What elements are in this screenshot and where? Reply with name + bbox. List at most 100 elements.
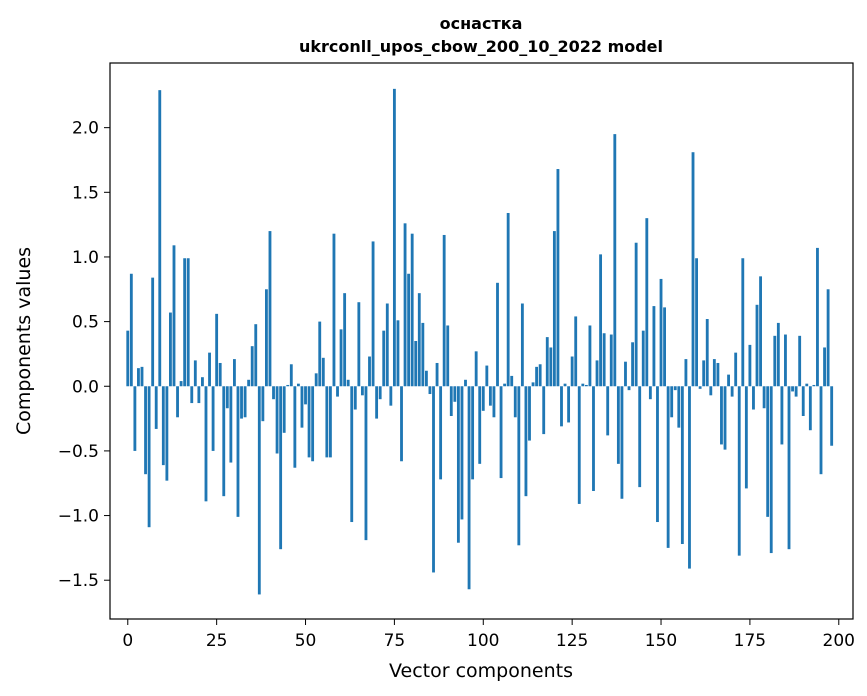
bar-34 [247, 379, 251, 387]
bar-4 [140, 366, 144, 387]
x-tick-label: 75 [384, 631, 406, 651]
x-tick-label: 175 [734, 631, 766, 651]
bar-84 [424, 370, 428, 387]
x-tick-label: 50 [295, 631, 317, 651]
bar-187 [791, 386, 794, 392]
bar-198 [830, 386, 834, 446]
bar-65 [357, 302, 361, 387]
bar-12 [169, 312, 172, 387]
x-axis-ticks: 0 25 50 75 100 125 150 175 200 [122, 619, 855, 651]
bar-119 [549, 347, 553, 387]
bar-93 [456, 386, 460, 543]
bar-41 [272, 386, 275, 400]
bar-129 [584, 384, 588, 387]
bar-122 [560, 386, 563, 427]
bar-42 [275, 386, 279, 454]
bar-13 [172, 245, 176, 387]
bar-92 [453, 386, 457, 402]
bar-144 [638, 386, 642, 488]
bar-75 [392, 88, 396, 387]
bar-45 [286, 384, 290, 387]
bar-91 [449, 386, 453, 416]
bar-175 [748, 344, 752, 387]
bar-155 [677, 386, 681, 428]
bar-106 [503, 383, 507, 387]
bar-125 [570, 356, 574, 387]
bar-130 [588, 325, 592, 387]
bar-39 [265, 289, 268, 387]
bar-62 [346, 379, 350, 387]
bar-123 [563, 383, 567, 387]
y-tick-label: −1.5 [58, 571, 99, 591]
bar-14 [176, 386, 179, 418]
bar-133 [599, 254, 603, 387]
bar-150 [659, 278, 663, 387]
bar-43 [279, 386, 283, 550]
bar-0 [126, 330, 130, 387]
bar-6 [147, 386, 151, 528]
bar-170 [730, 386, 734, 397]
bar-151 [663, 307, 666, 387]
bar-29 [229, 386, 233, 463]
y-tick-label: 1.0 [72, 248, 99, 268]
plot-frame [109, 62, 854, 620]
bar-176 [752, 386, 755, 410]
bar-27 [222, 386, 226, 497]
bar-108 [510, 375, 514, 387]
bar-186 [787, 386, 791, 550]
bar-85 [428, 386, 432, 395]
bar-89 [442, 234, 446, 387]
bar-3 [137, 368, 140, 387]
bar-97 [471, 386, 475, 480]
bar-159 [691, 152, 695, 387]
bar-181 [769, 386, 773, 554]
bar-5 [144, 386, 147, 475]
bar-73 [385, 303, 389, 387]
bar-184 [780, 386, 784, 445]
bar-192 [808, 386, 812, 431]
bar-47 [293, 386, 297, 468]
bar-143 [634, 242, 638, 387]
bar-94 [460, 386, 464, 520]
bar-18 [190, 386, 194, 404]
bar-71 [378, 386, 382, 400]
bar-167 [720, 386, 723, 445]
bar-145 [641, 330, 645, 387]
bar-64 [353, 386, 357, 410]
bar-107 [506, 212, 510, 387]
bar-157 [684, 359, 688, 387]
bar-2 [133, 386, 137, 451]
bar-58 [332, 233, 336, 387]
bar-154 [673, 386, 677, 391]
bar-77 [400, 386, 403, 462]
y-axis-label: Components values [13, 247, 35, 435]
bar-15 [179, 381, 183, 387]
bar-101 [485, 365, 489, 387]
bar-141 [627, 386, 631, 391]
bar-17 [186, 258, 190, 387]
bar-80 [410, 233, 414, 387]
bar-168 [723, 386, 727, 450]
bar-191 [805, 383, 809, 387]
x-tick-label: 200 [823, 631, 855, 651]
bar-115 [535, 366, 539, 387]
bar-46 [289, 364, 293, 387]
bar-49 [300, 386, 304, 428]
bar-120 [552, 231, 556, 387]
bar-48 [296, 383, 300, 387]
bar-78 [403, 223, 407, 387]
chart-subtitle: ukrconll_upos_cbow_200_10_2022 model [299, 37, 663, 56]
bar-36 [254, 324, 258, 387]
bar-190 [801, 386, 805, 416]
bar-165 [712, 359, 716, 387]
bar-182 [773, 335, 777, 387]
bar-51 [307, 386, 311, 458]
bar-69 [371, 241, 375, 387]
bar-138 [616, 386, 620, 464]
bar-164 [709, 386, 713, 396]
bar-63 [350, 386, 354, 523]
bar-37 [257, 386, 261, 595]
bar-126 [574, 316, 578, 387]
bar-105 [499, 386, 503, 479]
